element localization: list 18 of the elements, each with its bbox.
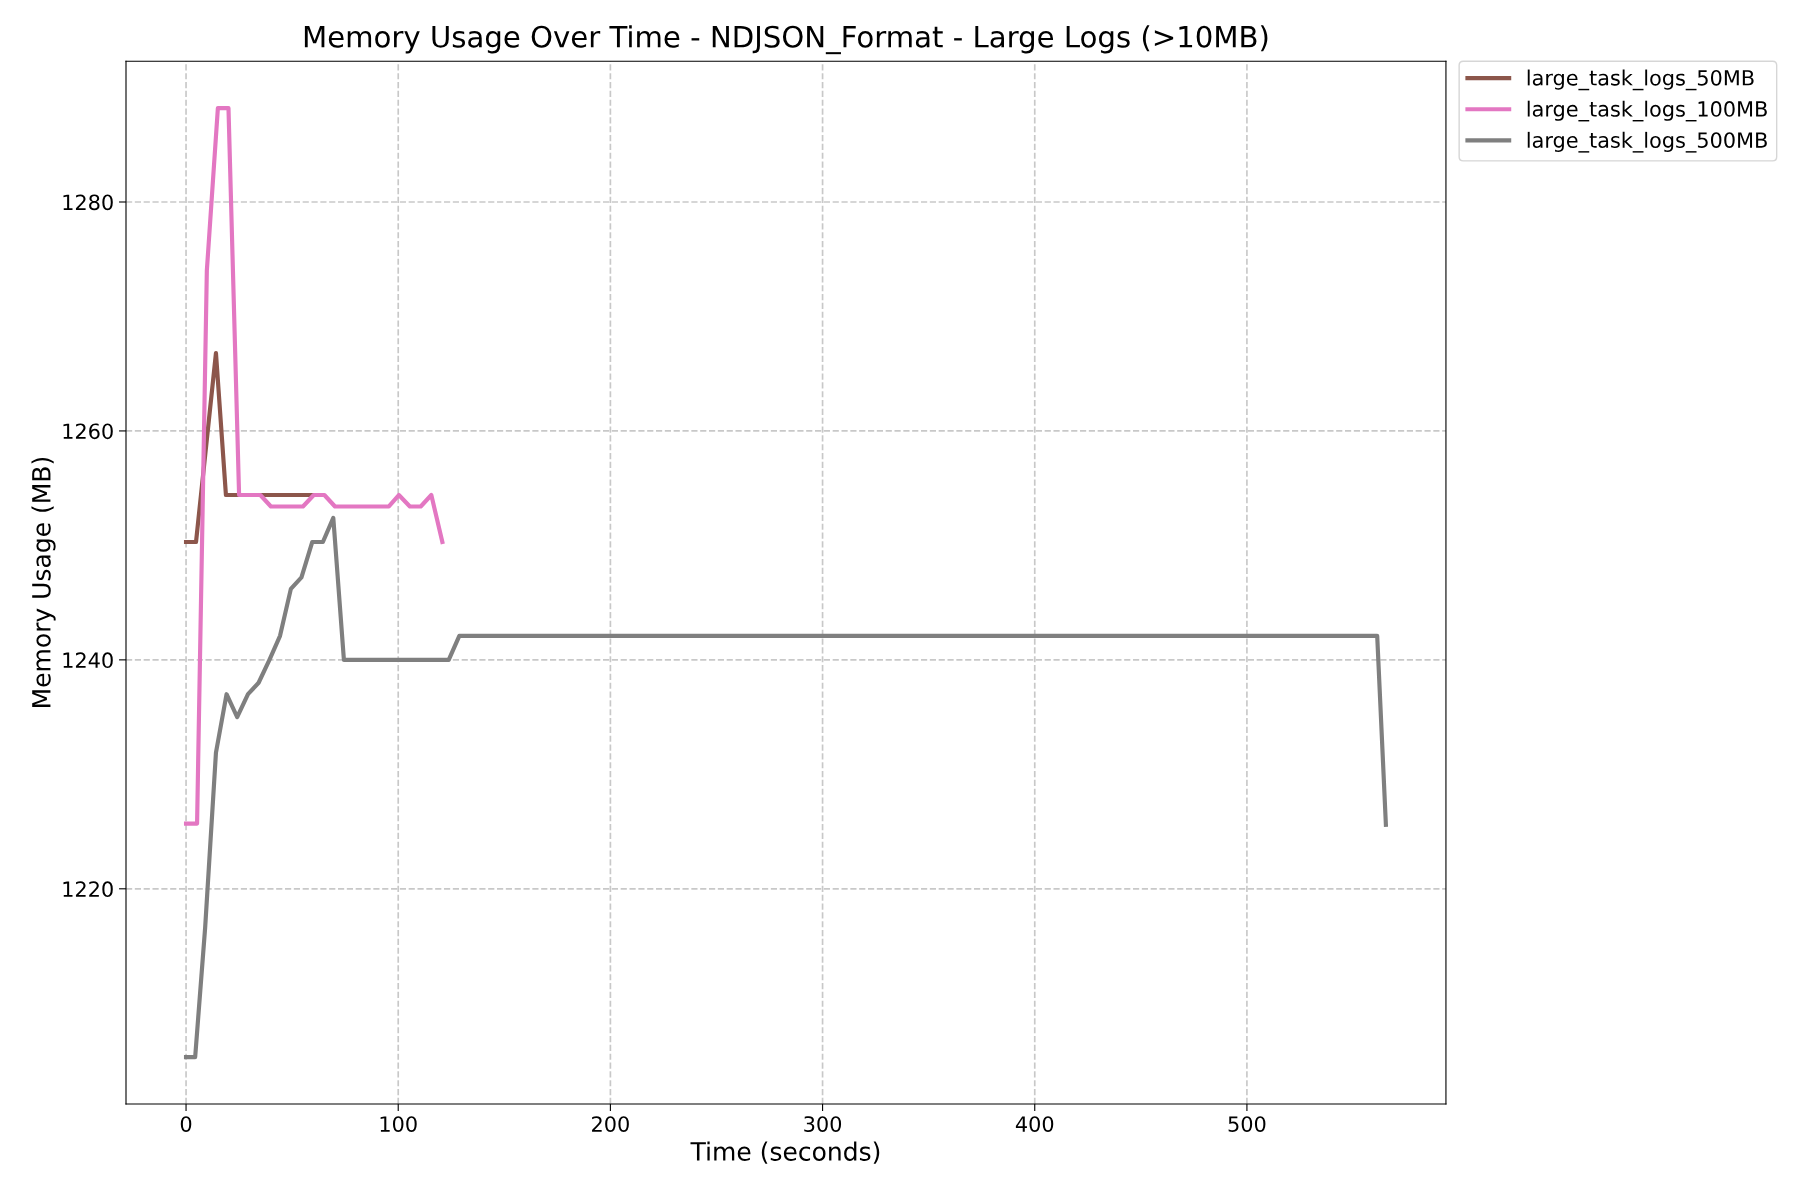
x-axis-title: Time (seconds)	[690, 1141, 880, 1164]
legend-label: large_task_logs_500MB	[1527, 131, 1767, 153]
x-tick-label: 400	[1015, 1116, 1054, 1132]
line-series	[183, 106, 445, 826]
x-tick-label: 200	[592, 1116, 629, 1132]
chart-title: Memory Usage Over Time - NDJSON_Format - Large Logs (>10MB)	[304, 25, 1268, 55]
x-tick-label: 300	[804, 1116, 842, 1132]
y-tick-label: 1260	[63, 423, 113, 440]
y-axis-title: Memory Usage (MB)	[31, 457, 56, 707]
line-series	[183, 515, 1388, 1060]
x-tick-label: 0	[180, 1116, 192, 1132]
y-tick-label: 1280	[63, 194, 113, 211]
x-tick-label: 500	[1228, 1116, 1266, 1132]
legend-label: large_task_logs_50MB	[1527, 69, 1754, 91]
y-tick-label: 1220	[63, 881, 113, 898]
x-tick-label: 100	[380, 1116, 417, 1132]
legend-label: large_task_logs_100MB	[1527, 100, 1767, 122]
y-tick-label: 1240	[63, 652, 113, 669]
